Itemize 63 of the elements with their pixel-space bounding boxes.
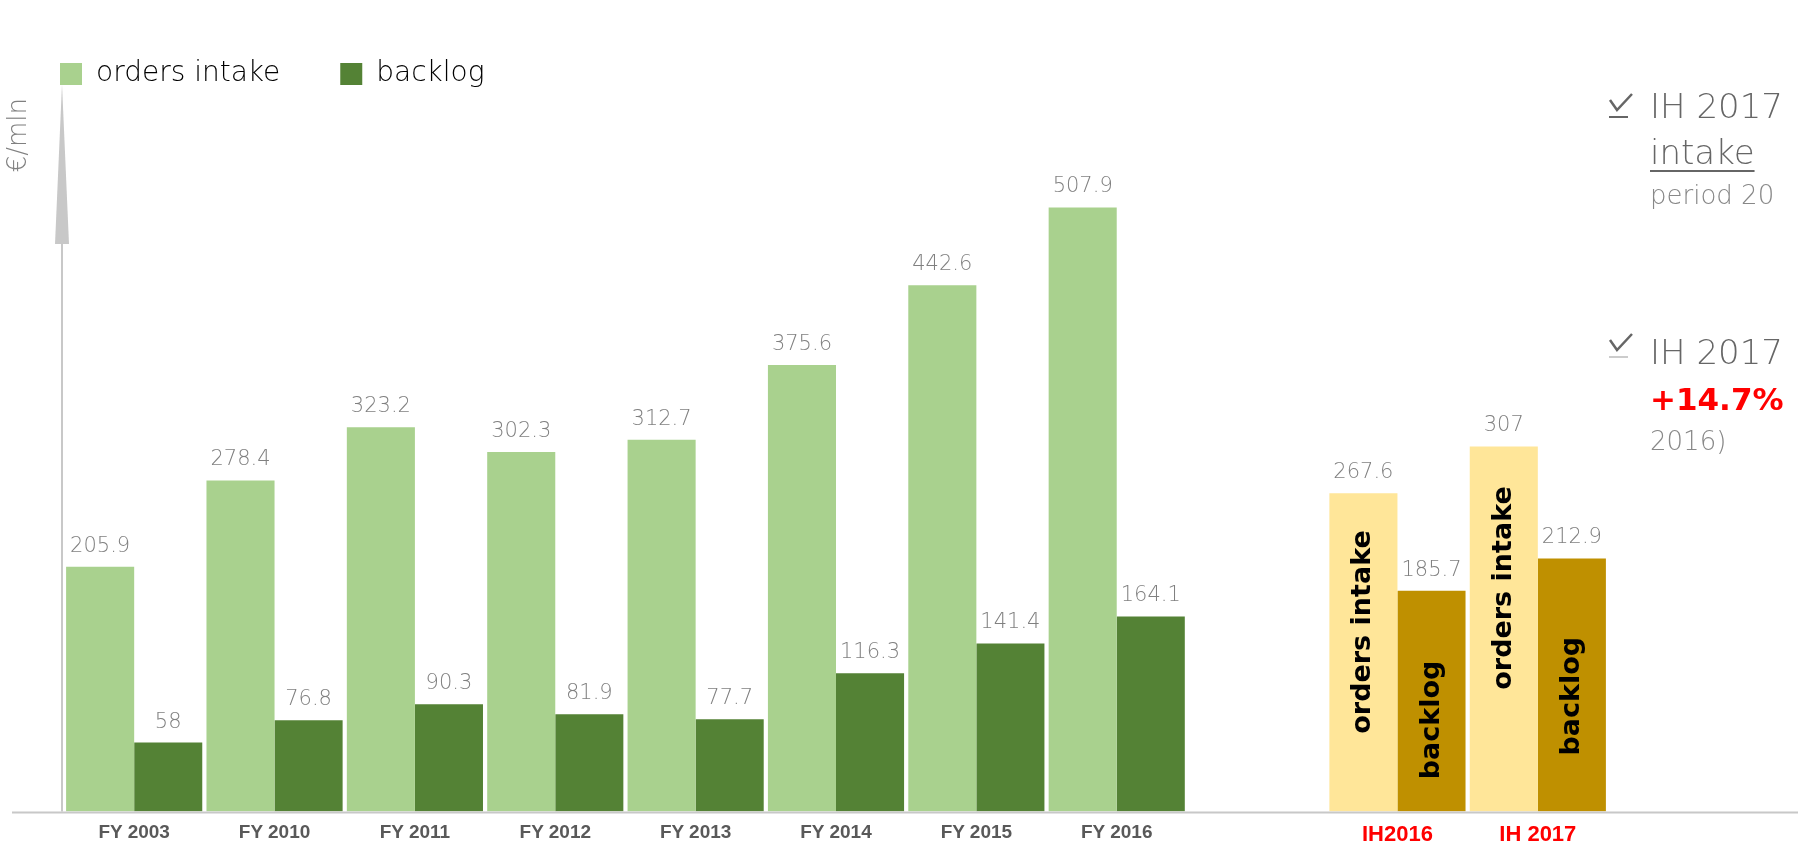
annotation: orders intake bbox=[1345, 530, 1377, 734]
data-label: 312.7 bbox=[631, 405, 692, 430]
data-label: 267.6 bbox=[1333, 459, 1394, 484]
annotation: backlog bbox=[1553, 636, 1585, 756]
bar bbox=[487, 452, 556, 812]
x-tick-label: FY 2016 bbox=[1080, 821, 1153, 843]
data-label: 507.9 bbox=[1052, 173, 1113, 198]
text: period 20 bbox=[1650, 180, 1775, 210]
data-label: 58 bbox=[154, 708, 182, 733]
bar bbox=[274, 720, 343, 812]
x-tick-label: FY 2015 bbox=[940, 821, 1013, 843]
bar bbox=[555, 714, 624, 812]
bar bbox=[414, 704, 483, 812]
data-label: 302.3 bbox=[491, 418, 552, 443]
bar bbox=[134, 742, 203, 812]
x-tick-label: FY 2014 bbox=[800, 821, 873, 843]
data-label: 323.2 bbox=[350, 393, 411, 418]
data-label: 375.6 bbox=[771, 330, 833, 355]
x-tick-label: FY 2012 bbox=[519, 821, 592, 843]
bar bbox=[346, 427, 415, 812]
data-label: 212.9 bbox=[1541, 524, 1602, 549]
text: intake bbox=[1650, 132, 1755, 172]
bar bbox=[976, 643, 1045, 812]
bar bbox=[836, 673, 905, 812]
text: IH 2017 bbox=[1650, 332, 1783, 372]
data-label: 141.4 bbox=[980, 609, 1041, 634]
data-label: 442.6 bbox=[912, 251, 973, 276]
x-tick-label: FY 2010 bbox=[238, 821, 311, 843]
x-tick-label: IH2016 bbox=[1361, 820, 1433, 846]
x-tick-label: FY 2011 bbox=[379, 821, 451, 843]
data-label: 185.7 bbox=[1401, 556, 1462, 581]
bar bbox=[1397, 590, 1466, 812]
bar bbox=[767, 364, 836, 812]
bar bbox=[206, 480, 275, 812]
bar bbox=[1537, 558, 1606, 812]
text: +14.7% bbox=[1650, 381, 1784, 417]
bar bbox=[1329, 493, 1398, 812]
bar bbox=[1469, 446, 1538, 812]
legend-label: backlog bbox=[376, 55, 485, 89]
data-label: 90.3 bbox=[425, 670, 473, 695]
data-label: 76.8 bbox=[285, 686, 332, 711]
data-label: 205.9 bbox=[70, 532, 131, 557]
bar bbox=[1116, 616, 1185, 812]
data-label: 307 bbox=[1483, 412, 1524, 437]
data-label: 77.7 bbox=[706, 685, 754, 710]
data-label: 164.1 bbox=[1120, 582, 1181, 607]
bar bbox=[66, 566, 135, 812]
bar bbox=[627, 439, 696, 812]
legend-label: orders intake bbox=[96, 55, 281, 89]
text: 2016) bbox=[1650, 426, 1727, 456]
data-label: 116.3 bbox=[839, 639, 901, 664]
annotation: orders intake bbox=[1485, 486, 1517, 690]
annotation: backlog bbox=[1413, 660, 1445, 780]
x-tick-label: FY 2003 bbox=[98, 821, 170, 843]
text: IH 2017 bbox=[1650, 86, 1783, 126]
x-tick-label: IH 2017 bbox=[1499, 820, 1577, 846]
bar bbox=[695, 719, 764, 812]
y-axis-title: €/mln bbox=[2, 98, 33, 173]
data-label: 81.9 bbox=[565, 680, 613, 705]
bar bbox=[1048, 207, 1117, 812]
bar bbox=[908, 285, 977, 812]
x-tick-label: FY 2013 bbox=[659, 821, 732, 843]
data-label: 278.4 bbox=[210, 446, 271, 471]
